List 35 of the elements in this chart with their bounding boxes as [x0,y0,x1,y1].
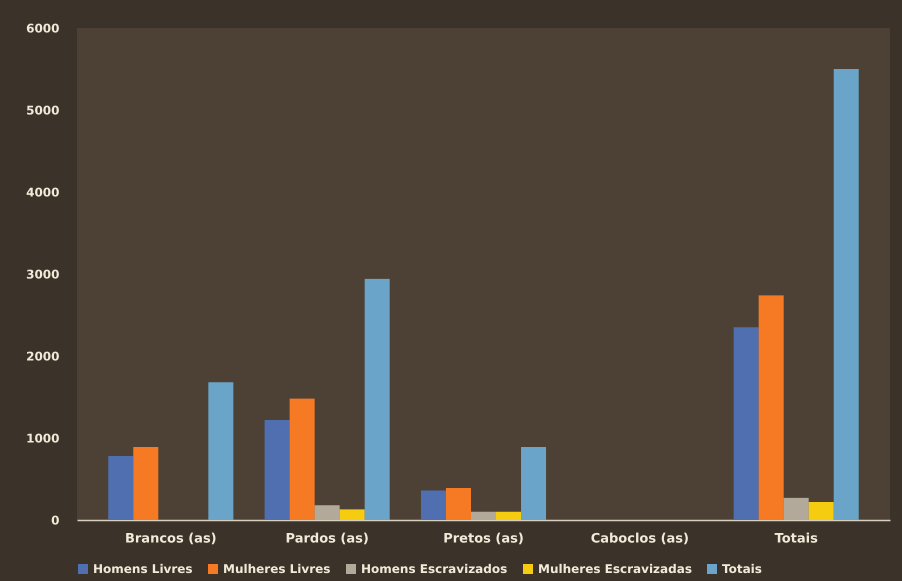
bar [314,505,340,520]
y-tick-label: 1000 [26,432,60,446]
legend-label: Homens Livres [93,562,193,576]
y-tick-label: 6000 [26,22,60,36]
bar [446,488,471,520]
bar [758,295,784,520]
bar [420,490,446,520]
x-tick-label: Pardos (as) [286,532,369,546]
bar [340,509,365,520]
x-tick-label: Totais [774,532,818,546]
bar [470,512,496,520]
bar [521,447,546,520]
bar [264,420,290,520]
y-tick-label: 3000 [26,268,60,282]
bar [784,498,809,520]
y-tick-label: 2000 [26,350,60,364]
legend-label: Mulheres Livres [223,562,330,576]
y-tick-label: 0 [51,514,60,528]
legend-label: Homens Escravizados [361,562,508,576]
bar [364,278,390,520]
bar [496,512,522,520]
legend-label: Mulheres Escravizadas [538,562,692,576]
bar [734,327,759,520]
x-tick-label: Caboclos (as) [590,532,689,546]
y-tick-label: 5000 [26,104,60,118]
legend-label: Totais [722,562,762,576]
x-tick-label: Pretos (as) [443,532,524,546]
bar [834,69,859,520]
y-tick-label: 4000 [26,186,60,200]
bar [208,382,234,520]
bar [290,398,315,520]
bar [133,447,158,520]
bar [108,456,134,520]
x-tick-label: Brancos (as) [124,532,217,546]
bar [808,502,834,520]
